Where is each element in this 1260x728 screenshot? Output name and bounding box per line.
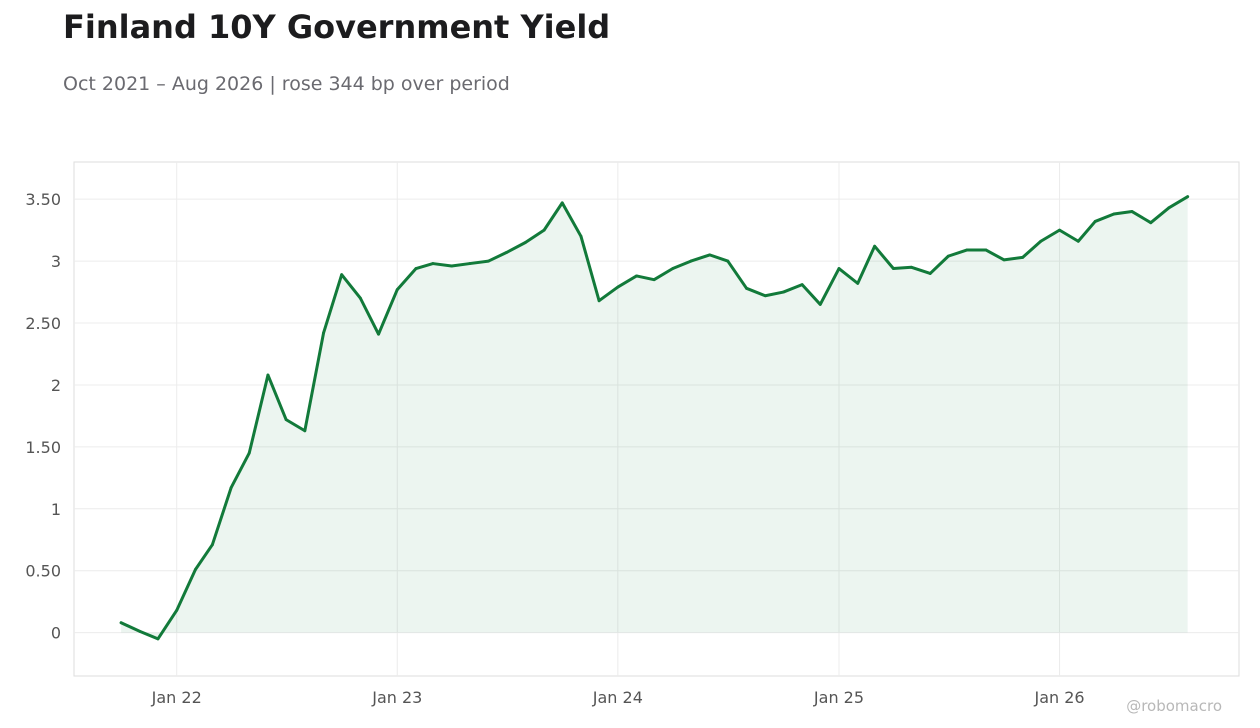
data-point	[450, 264, 454, 268]
y-tick-label: 3.50	[25, 190, 61, 209]
data-point	[138, 630, 142, 633]
data-point	[284, 418, 288, 422]
data-point	[616, 285, 620, 289]
data-point	[359, 296, 362, 300]
data-point	[340, 273, 344, 277]
data-point	[965, 248, 969, 252]
data-point	[395, 288, 399, 291]
data-point	[1076, 239, 1080, 243]
gridlines	[74, 162, 1239, 676]
data-point	[726, 259, 730, 263]
data-point	[708, 253, 712, 257]
yield-area-fill	[121, 196, 1188, 639]
y-tick-label: 0	[51, 624, 61, 643]
x-tick-label: Jan 24	[592, 688, 643, 707]
plot-frame	[73, 161, 1240, 677]
y-tick-label: 0.50	[25, 562, 61, 581]
data-point	[652, 278, 656, 282]
data-point	[984, 248, 988, 252]
y-tick-label: 1.50	[25, 438, 61, 457]
data-point	[818, 303, 822, 306]
data-point	[1149, 221, 1153, 225]
y-tick-label: 1	[51, 500, 61, 519]
data-point	[303, 429, 307, 433]
chart-title: Finland 10Y Government Yield	[63, 8, 611, 46]
data-point	[156, 637, 160, 641]
data-point	[210, 543, 214, 547]
data-point	[781, 290, 785, 294]
data-point	[468, 262, 472, 265]
data-point	[560, 201, 564, 205]
data-point	[414, 267, 418, 270]
data-point	[763, 294, 767, 298]
data-point	[671, 267, 675, 270]
x-tick-label: Jan 25	[813, 688, 864, 707]
data-point	[505, 251, 509, 254]
y-tick-label: 3	[51, 252, 61, 271]
data-point	[1186, 195, 1190, 199]
chart-subtitle: Oct 2021 – Aug 2026 | rose 344 bp over p…	[63, 73, 510, 95]
x-axis: Jan 22 Jan 23 Jan 24 Jan 25 Jan 26	[151, 688, 1085, 707]
data-point	[377, 332, 380, 336]
x-tick-label: Jan 22	[151, 688, 202, 707]
data-point	[1058, 228, 1061, 232]
data-point	[946, 254, 950, 258]
data-point	[635, 274, 638, 278]
data-point	[689, 259, 693, 263]
data-point	[1021, 255, 1025, 259]
data-points	[119, 195, 1190, 641]
data-point	[266, 373, 270, 377]
y-tick-label: 2	[51, 376, 61, 395]
y-tick-label: 2.50	[25, 314, 61, 333]
data-point	[891, 267, 895, 270]
data-point	[1093, 220, 1097, 223]
data-point	[1039, 239, 1043, 243]
data-point	[175, 608, 179, 612]
data-point	[1130, 210, 1134, 213]
x-tick-label: Jan 26	[1033, 688, 1084, 707]
data-point	[1002, 258, 1006, 262]
data-point	[431, 262, 435, 265]
data-point	[487, 259, 490, 263]
x-tick-label: Jan 23	[371, 688, 422, 707]
data-point	[928, 272, 932, 275]
data-point	[837, 267, 841, 270]
data-point	[579, 234, 583, 238]
data-point	[856, 281, 860, 285]
data-point	[322, 331, 325, 335]
data-point	[873, 244, 877, 248]
data-point	[1167, 206, 1171, 210]
data-point	[745, 286, 748, 290]
data-point	[1112, 212, 1116, 216]
y-axis: 0 0.50 1 1.50 2 2.50 3 3.50	[25, 190, 61, 642]
data-point	[119, 621, 123, 625]
data-point	[597, 299, 601, 303]
data-point	[194, 568, 197, 571]
data-point	[247, 451, 251, 455]
watermark: @robomacro	[1126, 697, 1222, 715]
data-point	[800, 283, 804, 287]
data-point	[523, 241, 527, 244]
data-point	[910, 265, 913, 269]
data-point	[542, 228, 546, 232]
data-point	[229, 486, 233, 490]
